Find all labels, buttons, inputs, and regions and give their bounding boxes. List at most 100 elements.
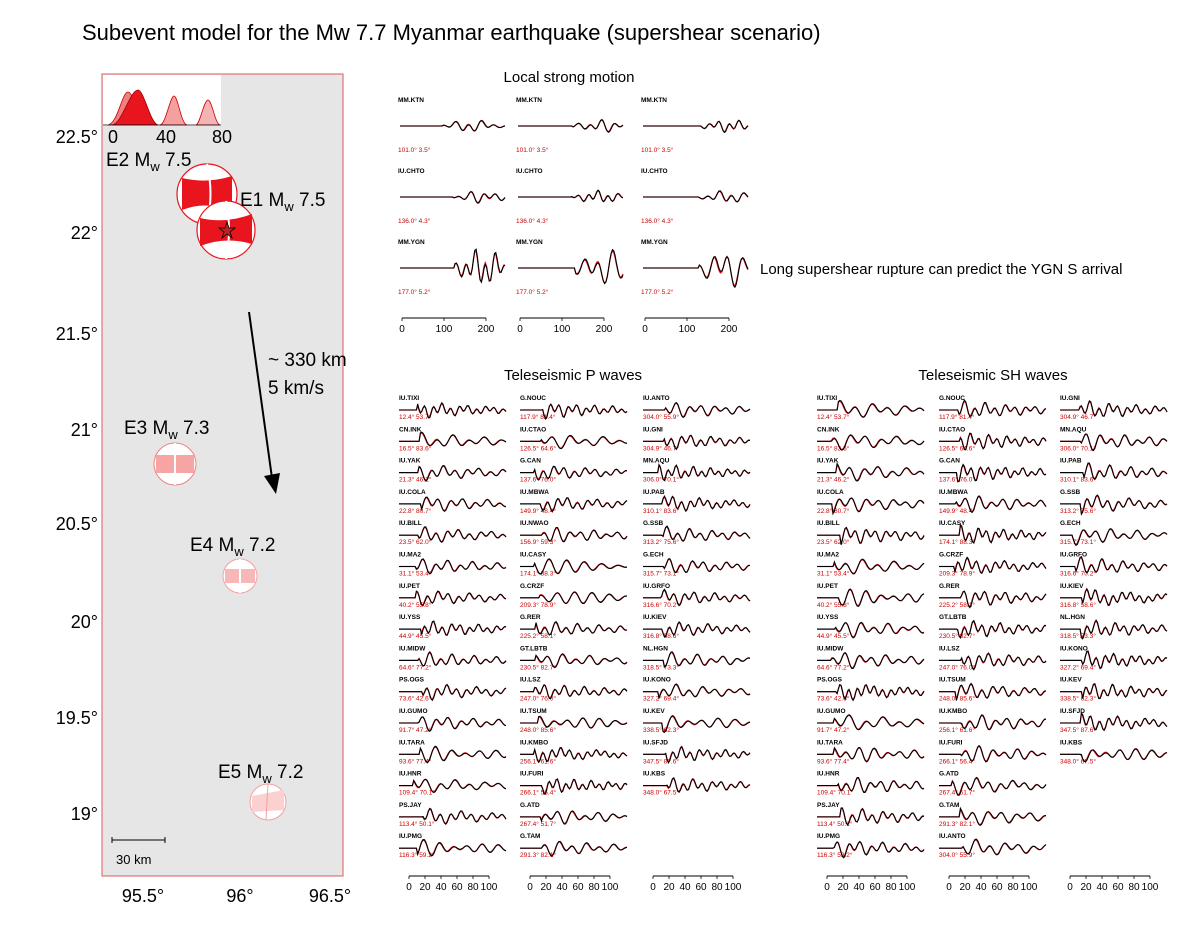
azimuth-distance: 304.9° 46.7° (1060, 413, 1096, 421)
p-trace: IU.GRFO 316.6° 70.2° (643, 583, 751, 609)
synthetic-waveform (643, 684, 751, 699)
station-code: G.ECH (643, 552, 664, 559)
azimuth-distance: 318.5° 73.3° (1060, 632, 1096, 640)
azimuth-distance: 156.9° 59.3° (520, 538, 556, 546)
sh-trace: IU.KONO 327.2° 69.4° (1060, 645, 1168, 671)
azimuth-distance: 177.0° 5.2° (641, 288, 674, 296)
station-code: IU.PET (817, 583, 838, 590)
local-trace: IU.CHTO 136.0° 4.3° (398, 168, 506, 225)
p-tick-label: 80 (711, 882, 723, 893)
station-code: CN.INK (817, 426, 840, 433)
sh-trace: NL.HGN 318.5° 73.3° (1060, 614, 1168, 640)
sh-tick-label: 60 (991, 882, 1003, 893)
sh-trace: IU.TARA 93.6° 77.4° (817, 739, 925, 765)
observed-waveform (939, 744, 1047, 763)
sh-tick-label: 100 (1021, 882, 1038, 893)
observed-waveform (643, 777, 751, 794)
station-code: IU.CASY (520, 552, 547, 559)
azimuth-distance: 91.7° 47.2° (399, 726, 432, 734)
observed-waveform (643, 495, 751, 513)
azimuth-distance: 256.1° 61.6° (939, 726, 975, 734)
azimuth-distance: 23.5° 62.0° (399, 538, 432, 546)
observed-waveform (520, 620, 628, 636)
p-trace: IU.SFJD 347.5° 87.6° (643, 739, 751, 765)
observed-waveform (520, 840, 628, 857)
station-code: G.CRZF (520, 583, 544, 590)
azimuth-distance: 93.6° 77.4° (817, 757, 850, 765)
sh-trace: GT.LBTB 230.5° 82.7° (939, 614, 1047, 640)
beachball-e5 (249, 783, 287, 821)
azimuth-distance: 209.3° 78.9° (520, 601, 556, 609)
azimuth-distance: 136.0° 4.3° (398, 217, 431, 225)
lat-tick: 19.5° (56, 708, 98, 728)
p-trace: G.NOUC 117.9° 81.4° (520, 395, 628, 421)
sh-tick-label: 100 (899, 882, 916, 893)
sh-trace: IU.MA2 31.1° 53.4° (817, 552, 925, 578)
azimuth-distance: 327.2° 69.4° (1060, 663, 1096, 671)
p-tick-label: 20 (540, 882, 552, 893)
label-e3: E3 Mw 7.3 (124, 418, 209, 442)
azimuth-distance: 291.3° 82.1° (939, 820, 975, 828)
azimuth-distance: 64.6° 77.2° (817, 663, 850, 671)
local-trace: MM.KTN 101.0° 3.5° (516, 97, 624, 154)
station-code: GT.LBTB (520, 645, 548, 652)
azimuth-distance: 315.7° 73.1° (643, 570, 679, 578)
p-trace: IU.PMG 116.3° 59.2° (399, 833, 507, 859)
azimuth-distance: 310.1° 83.6° (643, 507, 679, 515)
observed-waveform (399, 651, 507, 667)
sh-trace: IU.GNI 304.9° 46.7° (1060, 395, 1168, 421)
waveform-panels: MM.KTN 101.0° 3.5° IU.CHTO 136.0° 4.3° MM.YG… (398, 97, 1168, 893)
observed-waveform (520, 810, 628, 825)
sh-trace: IU.ANTO 304.0° 55.9° (939, 833, 1047, 859)
station-code: MM.YGN (516, 239, 543, 246)
local-tick-label: 200 (721, 324, 738, 335)
station-code: MM.YGN (398, 239, 425, 246)
sh-trace: IU.PMG 116.3° 59.2° (817, 833, 925, 859)
sh-tick-label: 60 (869, 882, 881, 893)
p-trace: IU.TSUM 248.0° 85.6° (520, 708, 628, 734)
sh-trace: G.TAM 291.3° 82.1° (939, 802, 1047, 828)
azimuth-distance: 116.3° 59.2° (399, 851, 435, 859)
arrow-speed: 5 km/s (268, 378, 324, 399)
observed-waveform (939, 463, 1047, 483)
station-code: PS.OGS (817, 677, 843, 684)
station-code: G.RER (939, 583, 960, 590)
sh-tick-label: 20 (959, 882, 971, 893)
azimuth-distance: 225.2° 58.1° (520, 632, 556, 640)
local-trace: MM.YGN 177.0° 5.2° (641, 239, 749, 296)
observed-waveform (643, 715, 751, 733)
observed-waveform (399, 745, 507, 764)
p-tick-label: 100 (602, 882, 619, 893)
p-trace: IU.CTAO 126.5° 64.6° (520, 426, 628, 452)
station-code: IU.TARA (399, 739, 425, 746)
sh-tick-label: 80 (1007, 882, 1019, 893)
azimuth-distance: 291.3° 82.1° (520, 851, 556, 859)
azimuth-distance: 247.0° 76.0° (520, 695, 556, 703)
azimuth-distance: 316.8° 58.6° (643, 632, 679, 640)
local-tick-label: 200 (478, 324, 495, 335)
azimuth-distance: 22.8° 80.7° (399, 507, 432, 515)
azimuth-distance: 304.0° 55.9° (939, 851, 975, 859)
sh-trace: IU.MBWA 149.9° 48.4° (939, 489, 1047, 515)
observed-waveform (939, 495, 1047, 513)
azimuth-distance: 44.9° 45.5° (399, 632, 432, 640)
local-trace: MM.KTN 101.0° 3.5° (641, 97, 749, 154)
station-code: IU.KBS (643, 771, 666, 778)
observed-waveform (520, 684, 628, 700)
observed-waveform (817, 526, 925, 545)
observed-waveform (643, 255, 749, 289)
station-code: IU.COLA (817, 489, 844, 496)
local-tick-label: 100 (436, 324, 453, 335)
azimuth-distance: 310.1° 83.6° (1060, 476, 1096, 484)
observed-waveform (817, 462, 925, 482)
observed-waveform (643, 558, 750, 574)
observed-waveform (1060, 400, 1168, 418)
p-trace: IU.YAK 21.3° 46.2° (399, 458, 507, 484)
station-code: IU.TSUM (939, 677, 966, 684)
observed-waveform (400, 190, 506, 204)
sh-tick-label: 20 (837, 882, 849, 893)
beachball-e3 (153, 442, 197, 486)
